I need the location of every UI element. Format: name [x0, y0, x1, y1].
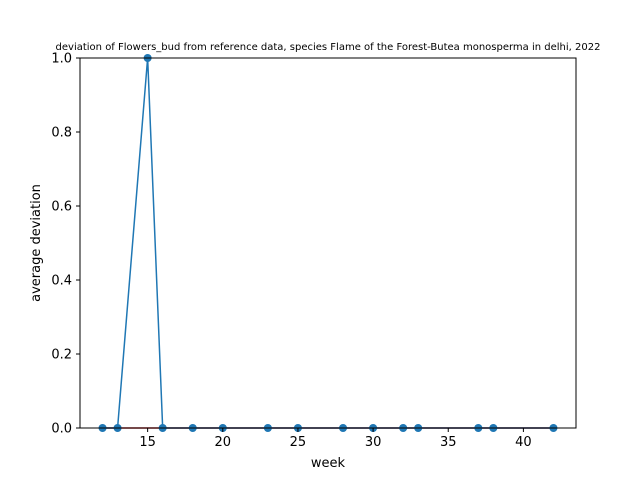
y-tick-label: 0.4	[51, 274, 72, 289]
y-tick-label: 0.6	[51, 200, 72, 215]
plot-area	[98, 54, 558, 432]
x-tick-label: 40	[515, 435, 532, 450]
y-axis-label: average deviation	[29, 184, 44, 302]
x-tick-label: 30	[365, 435, 382, 450]
y-tick-label: 0.8	[51, 126, 72, 141]
y-tick-label: 0.2	[51, 348, 72, 363]
x-tick-label: 15	[139, 435, 156, 450]
y-tick-label: 1.0	[51, 52, 72, 67]
x-tick-label: 20	[215, 435, 232, 450]
x-axis-label: week	[311, 456, 346, 471]
chart-title: deviation of Flowers_bud from reference …	[56, 42, 601, 53]
y-tick-label: 0.0	[51, 422, 72, 437]
x-tick-label: 35	[440, 435, 457, 450]
x-tick-label: 25	[290, 435, 307, 450]
x-axis-ticks: 15 20 25 30 35 40	[139, 428, 532, 450]
y-axis-ticks: 0.0 0.2 0.4 0.6 0.8 1.0	[51, 52, 80, 437]
axes-frame	[79, 57, 577, 429]
series-line	[102, 57, 554, 429]
